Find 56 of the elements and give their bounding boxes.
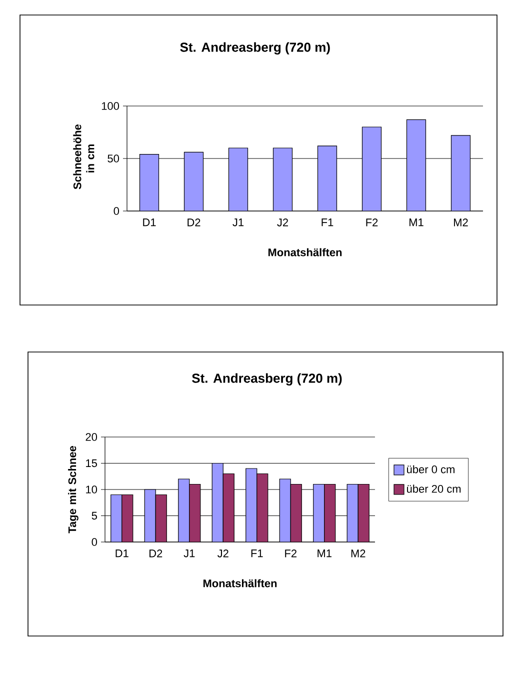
bar bbox=[246, 468, 258, 542]
bar bbox=[228, 148, 248, 212]
bar bbox=[256, 473, 268, 542]
bar bbox=[450, 135, 471, 212]
x-tick-label: M1 bbox=[318, 550, 332, 558]
bar bbox=[346, 484, 358, 542]
y-axis-title: Schneehöhe in cm bbox=[73, 124, 94, 190]
bar bbox=[110, 494, 122, 542]
bar bbox=[362, 127, 382, 212]
y-tick-label: 0 bbox=[114, 207, 120, 215]
legend-label: über 20 cm bbox=[407, 484, 461, 493]
x-tick-label: F1 bbox=[251, 550, 263, 558]
y-tick-label: 15 bbox=[86, 459, 97, 468]
bar bbox=[358, 484, 370, 542]
bar bbox=[406, 120, 426, 212]
bar bbox=[324, 484, 336, 542]
x-tick-label: D2 bbox=[188, 218, 200, 226]
x-tick-label: M2 bbox=[454, 218, 468, 226]
x-tick-label: D2 bbox=[150, 550, 162, 558]
x-tick-label: F1 bbox=[322, 218, 334, 226]
y-tick-label: 5 bbox=[92, 512, 97, 520]
x-tick-label: J1 bbox=[232, 218, 244, 226]
x-axis-title: Monatshälften bbox=[203, 579, 277, 588]
bar bbox=[155, 494, 167, 542]
y-tick-label: 20 bbox=[86, 433, 98, 441]
bar bbox=[178, 478, 190, 542]
x-tick-label: D1 bbox=[143, 218, 156, 226]
x-tick-label: J2 bbox=[217, 550, 228, 558]
bar bbox=[184, 152, 204, 212]
bar bbox=[140, 154, 159, 212]
bar bbox=[122, 494, 134, 542]
y-tick-label: 100 bbox=[102, 102, 120, 110]
x-tick-label: M1 bbox=[410, 218, 424, 226]
bar bbox=[279, 478, 291, 542]
bar bbox=[290, 484, 302, 542]
y-tick-label: 0 bbox=[92, 538, 98, 546]
y-tick-label: 50 bbox=[108, 154, 120, 162]
x-tick-label: F2 bbox=[366, 218, 378, 226]
x-tick-label: J1 bbox=[184, 550, 195, 558]
bar bbox=[313, 484, 325, 542]
x-tick-label: J2 bbox=[277, 218, 288, 226]
chart-title: St. Andreasberg (720 m) bbox=[192, 373, 342, 386]
bar bbox=[144, 489, 156, 542]
x-tick-label: M2 bbox=[351, 550, 366, 558]
y-tick-label: 10 bbox=[86, 486, 98, 494]
x-axis-title: Monatshälften bbox=[268, 248, 342, 256]
bar bbox=[273, 148, 292, 212]
legend-label: über 0 cm bbox=[407, 465, 454, 474]
bar bbox=[212, 462, 224, 542]
bar bbox=[318, 146, 337, 212]
bar bbox=[189, 484, 201, 542]
x-tick-label: D1 bbox=[116, 550, 128, 558]
y-axis-title: Tage mit Schnee bbox=[68, 446, 78, 534]
x-tick-label: F2 bbox=[285, 550, 296, 558]
chart-title: St. Andreasberg (720 m) bbox=[180, 42, 330, 54]
bar bbox=[222, 473, 234, 542]
